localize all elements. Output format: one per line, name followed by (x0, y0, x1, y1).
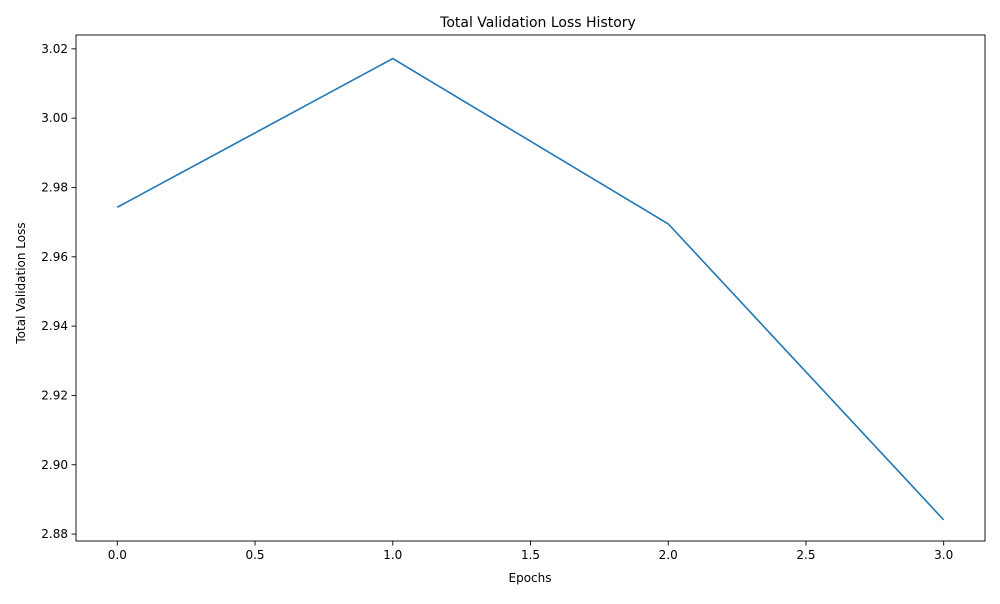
chart-title: Total Validation Loss History (439, 15, 636, 31)
y-tick-label: 2.98 (41, 180, 68, 194)
x-tick-label: 1.0 (383, 548, 402, 562)
y-tick-label: 2.88 (41, 527, 68, 541)
x-axis-label: Epochs (509, 571, 552, 585)
x-tick-label: 2.5 (796, 548, 815, 562)
y-tick-label: 2.96 (41, 250, 68, 264)
x-tick-label: 2.0 (659, 548, 678, 562)
y-tick-label: 3.02 (41, 42, 68, 56)
x-tick-label: 0.0 (108, 548, 127, 562)
y-tick-label: 3.00 (41, 111, 68, 125)
x-tick-label: 1.5 (521, 548, 540, 562)
x-tick-label: 0.5 (245, 548, 264, 562)
y-axis-label: Total Validation Loss (14, 222, 28, 344)
x-tick-label: 3.0 (934, 548, 953, 562)
y-tick-label: 2.94 (41, 319, 68, 333)
y-tick-label: 2.90 (41, 458, 68, 472)
y-tick-label: 2.92 (41, 388, 68, 402)
